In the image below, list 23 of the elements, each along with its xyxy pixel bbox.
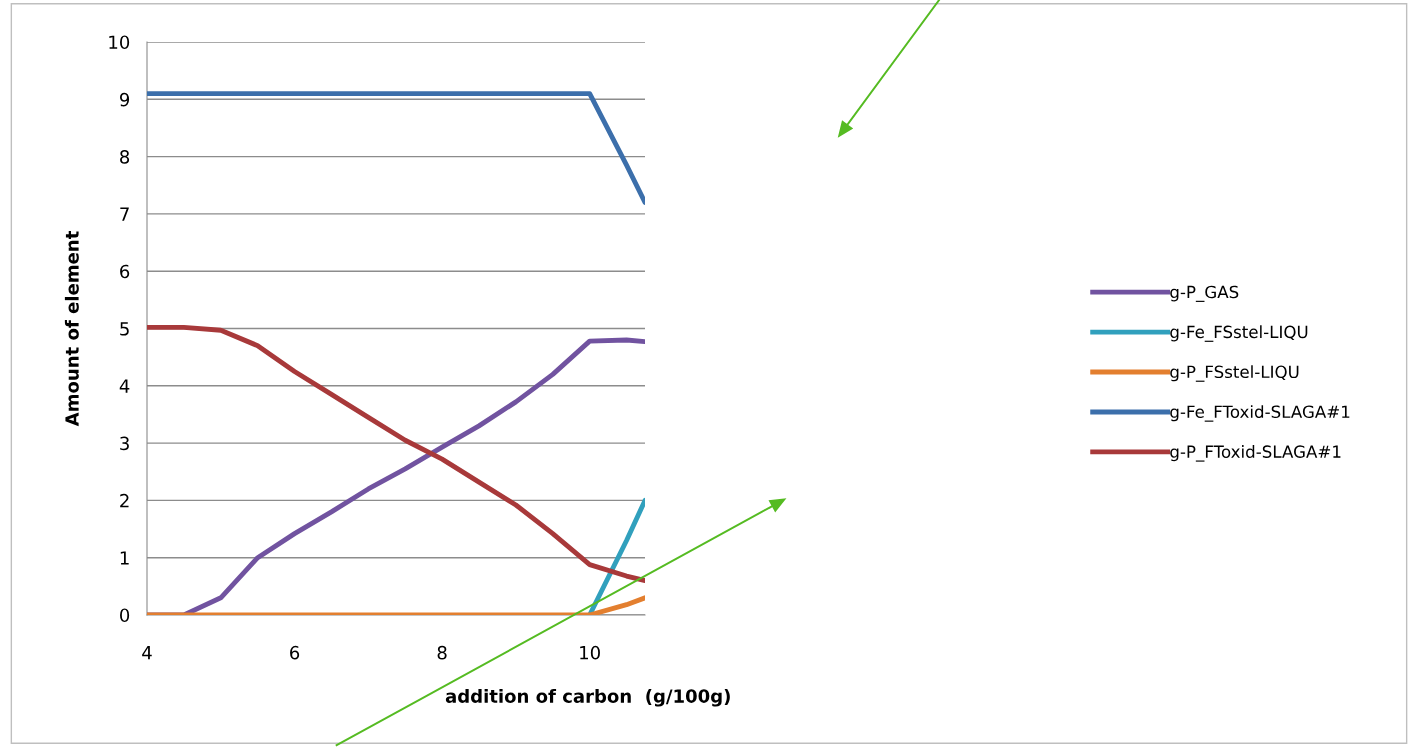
line-series xyxy=(147,324,645,584)
y-tick-label: 6 xyxy=(120,264,130,279)
y-tick-label: 10 xyxy=(109,35,130,50)
y-tick-label: 3 xyxy=(120,436,129,451)
y-tick-label: 5 xyxy=(120,322,129,336)
legend-label: g-Fe_FToxid-SLAGA#1 xyxy=(1170,405,1350,422)
y-tick-label: 9 xyxy=(119,92,130,107)
legend-label: g-P_GAS xyxy=(1170,285,1239,302)
y-axis-title: Amount of element xyxy=(64,231,79,427)
legend-label: g-P_FSstel-LIQU xyxy=(1170,365,1299,382)
legend-label: g-Fe_FSstel-LIQU xyxy=(1170,325,1308,342)
y-tick-label: 0 xyxy=(120,608,130,623)
y-tick-label: 1 xyxy=(120,551,129,565)
x-tick-label: 8 xyxy=(437,645,447,660)
x-tick-label: 10 xyxy=(580,645,600,660)
y-tick-label: 4 xyxy=(119,379,130,393)
x-tick-label: 6 xyxy=(290,645,300,660)
y-tick-label: 2 xyxy=(120,493,129,508)
legend-label: g-P_FToxid-SLAGA#1 xyxy=(1170,445,1341,462)
x-axis-title: addition of carbon (g/100g) xyxy=(445,688,730,707)
x-tick-label: 4 xyxy=(142,646,152,660)
y-tick-label: 7 xyxy=(120,207,129,221)
y-tick-label: 8 xyxy=(120,150,130,164)
